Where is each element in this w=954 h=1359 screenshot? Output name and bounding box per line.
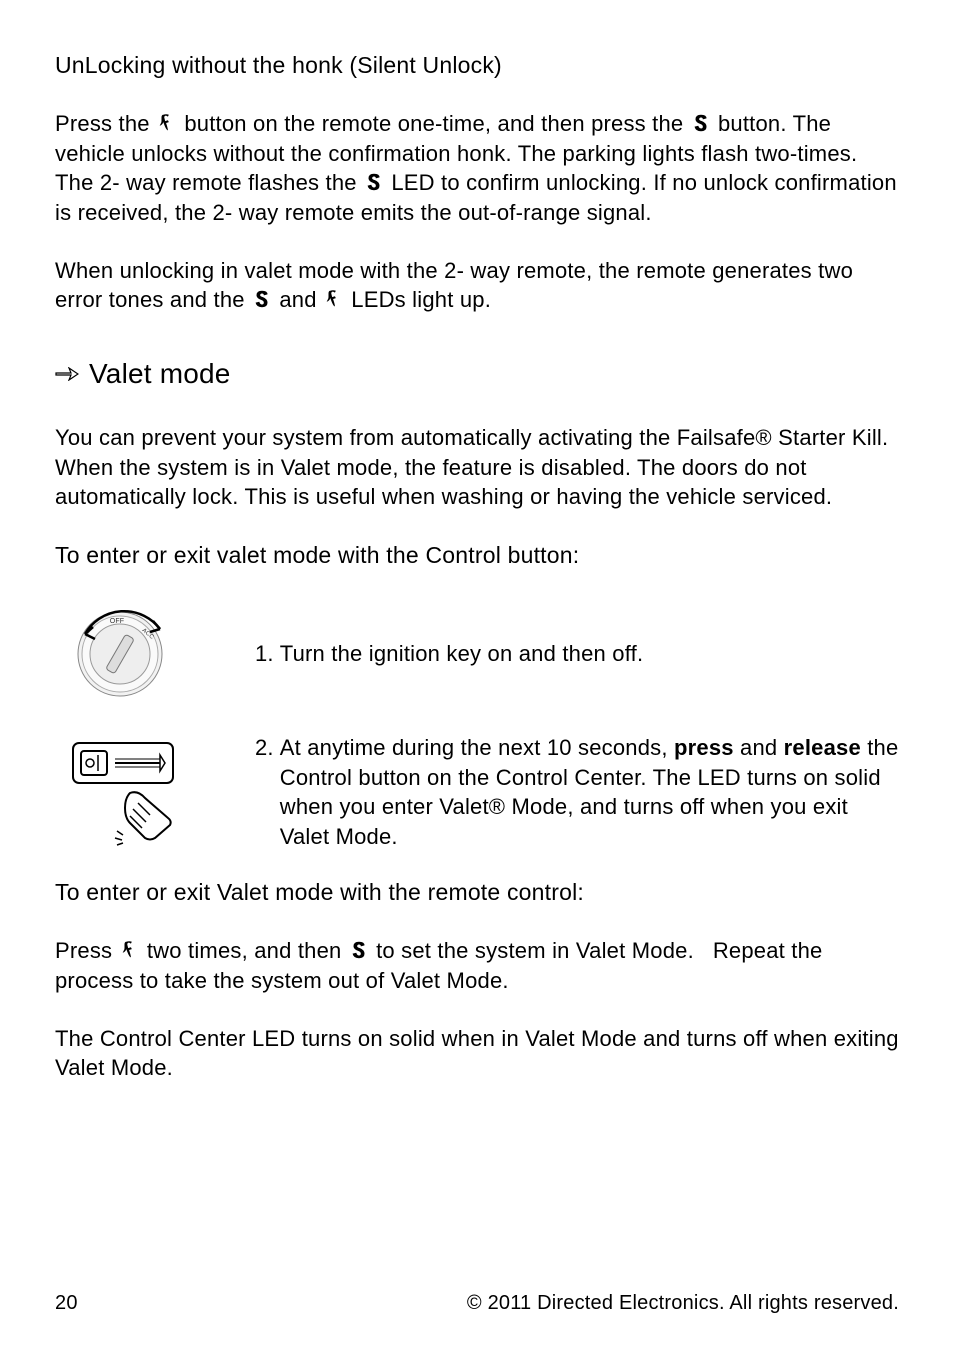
valet-led-para: The Control Center LED turns on solid wh…	[55, 1024, 899, 1083]
valet-method1-heading: To enter or exit valet mode with the Con…	[55, 540, 899, 571]
s-icon	[690, 112, 712, 134]
control-button-icon	[55, 733, 205, 853]
step-body: Turn the ignition key on and then off.	[280, 639, 899, 669]
step-number: 1.	[255, 639, 274, 669]
silent-unlock-heading: UnLocking without the honk (Silent Unloc…	[55, 50, 899, 81]
silent-unlock-para1: Press the button on the remote one-time,…	[55, 109, 899, 228]
valet-mode-heading: Valet mode	[55, 355, 899, 393]
svg-text:OFF: OFF	[110, 618, 125, 625]
step-number: 2.	[255, 733, 274, 852]
text-fragment: At anytime during the next 10 seconds,	[280, 735, 674, 760]
text-fragment: two times, and then	[147, 938, 348, 963]
section-title-text: Valet mode	[89, 355, 231, 393]
text-fragment: LEDs light up.	[351, 287, 491, 312]
s-icon	[348, 939, 370, 961]
s-icon	[251, 288, 273, 310]
page-footer: 20 © 2011 Directed Electronics. All righ…	[55, 1290, 899, 1317]
f-icon	[156, 112, 178, 134]
silent-unlock-para2: When unlocking in valet mode with the 2-…	[55, 256, 899, 315]
text-fragment: and	[734, 735, 784, 760]
step-1-row: OFF ACC 1. Turn the ignition key on and …	[55, 599, 899, 709]
step-body: At anytime during the next 10 seconds, p…	[280, 733, 899, 852]
valet-intro-para: You can prevent your system from automat…	[55, 423, 899, 512]
copyright-text: © 2011 Directed Electronics. All rights …	[467, 1290, 899, 1317]
text-fragment: Press the	[55, 111, 156, 136]
step-2-row: 2. At anytime during the next 10 seconds…	[55, 733, 899, 853]
text-bold: press	[674, 735, 734, 760]
valet-method2-heading: To enter or exit Valet mode with the rem…	[55, 877, 899, 908]
ignition-key-icon: OFF ACC	[55, 599, 205, 709]
text-fragment: Press	[55, 938, 119, 963]
valet-remote-para: Press two times, and then to set the sys…	[55, 936, 899, 995]
text-fragment: button on the remote one-time, and then …	[184, 111, 689, 136]
arrow-icon	[55, 359, 79, 389]
f-icon	[323, 288, 345, 310]
page-number: 20	[55, 1290, 78, 1317]
f-icon	[119, 939, 141, 961]
s-icon	[363, 171, 385, 193]
text-fragment: and	[279, 287, 323, 312]
text-bold: release	[784, 735, 861, 760]
